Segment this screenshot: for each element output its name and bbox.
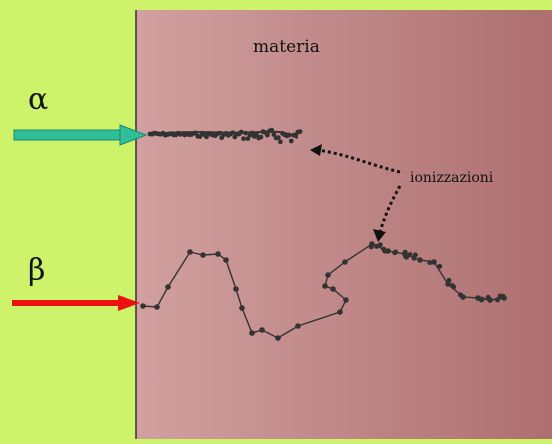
ionization-dot bbox=[497, 293, 503, 299]
ionization-dot bbox=[233, 286, 239, 292]
ionization-dot bbox=[238, 129, 244, 135]
material-label: materia bbox=[253, 37, 320, 57]
alpha-arrow bbox=[13, 124, 148, 146]
ionization-dot bbox=[239, 305, 245, 311]
ionization-dot bbox=[297, 129, 303, 135]
ionization-dot bbox=[217, 130, 223, 136]
ionization-dot bbox=[259, 327, 265, 333]
ionization-dot bbox=[286, 132, 292, 138]
ionization-dot bbox=[322, 283, 328, 289]
ionization-dot bbox=[342, 259, 348, 265]
ionization-dot bbox=[337, 309, 343, 315]
ionizations-label: ionizzazioni bbox=[410, 170, 494, 186]
material-block bbox=[136, 10, 552, 439]
ionization-dot bbox=[265, 132, 270, 138]
beta-ionization-dots bbox=[140, 241, 507, 341]
alpha-ionization-track bbox=[147, 127, 303, 145]
ionization-dot bbox=[437, 263, 443, 269]
ionization-dot bbox=[404, 254, 410, 260]
ionization-dot bbox=[258, 134, 264, 140]
ionization-dot bbox=[402, 249, 408, 255]
beta-arrow bbox=[12, 295, 140, 311]
ionization-dot bbox=[275, 135, 281, 141]
ionization-dot bbox=[278, 139, 283, 145]
beta-label: β bbox=[28, 253, 45, 288]
ionization-dot bbox=[412, 252, 418, 258]
ionization-dot bbox=[197, 134, 203, 139]
ionization-dot bbox=[241, 136, 246, 142]
ionization-dot bbox=[427, 260, 433, 266]
ionization-dot bbox=[382, 248, 388, 254]
ionization-dot bbox=[165, 284, 171, 290]
ionization-dot bbox=[446, 277, 452, 283]
ionization-dot bbox=[295, 323, 301, 329]
ionization-dot bbox=[431, 259, 437, 265]
ionization-dot bbox=[200, 252, 206, 258]
ionization-dot bbox=[393, 249, 399, 255]
ionization-dot bbox=[269, 127, 275, 133]
ionization-dot bbox=[245, 136, 251, 142]
ionization-dot bbox=[374, 243, 380, 249]
ionization-dot bbox=[325, 272, 331, 278]
ionization-dot bbox=[154, 304, 160, 310]
ionization-pointer-arrows bbox=[310, 144, 402, 242]
ionization-dot bbox=[479, 296, 485, 302]
ionization-dot bbox=[368, 244, 374, 250]
ionization-dot bbox=[215, 251, 221, 257]
ionization-dot bbox=[243, 130, 249, 136]
ionization-dot bbox=[343, 297, 349, 303]
ionization-dot bbox=[204, 134, 209, 140]
ionization-dot bbox=[288, 138, 294, 144]
ionization-dot bbox=[485, 295, 491, 301]
ionization-dot bbox=[495, 297, 500, 303]
ionization-dot bbox=[230, 130, 236, 136]
ionization-dot bbox=[187, 249, 193, 255]
ionization-dot bbox=[271, 132, 277, 138]
ionization-dot bbox=[223, 257, 229, 263]
alpha-label: α bbox=[28, 82, 48, 117]
ionization-dot bbox=[458, 292, 463, 298]
ionization-dot bbox=[140, 303, 146, 309]
ionization-dot bbox=[449, 283, 455, 289]
ionization-dot bbox=[275, 335, 281, 341]
ionization-dot bbox=[249, 330, 255, 336]
ionization-dot bbox=[417, 257, 423, 263]
ionization-dot bbox=[254, 132, 259, 137]
ionization-dot bbox=[330, 286, 336, 292]
